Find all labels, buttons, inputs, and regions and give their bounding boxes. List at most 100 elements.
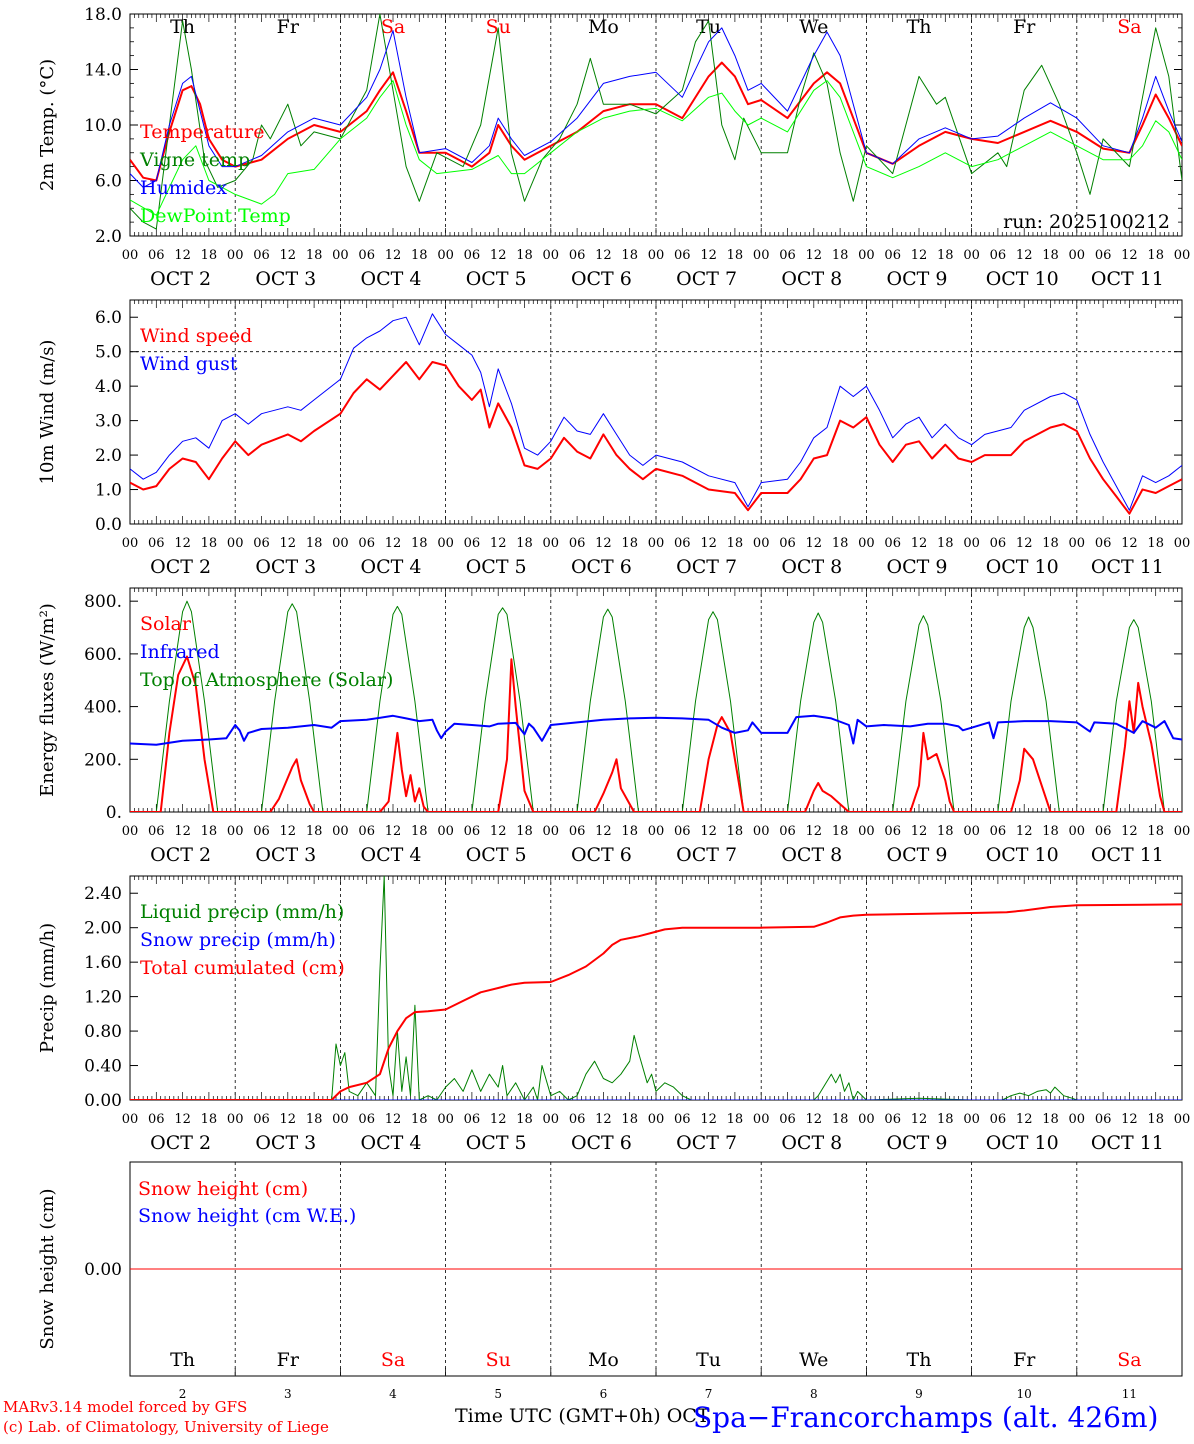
y-tick-label: 2.0	[95, 227, 122, 247]
hour-tick-label: 18	[516, 1112, 533, 1127]
date-label: OCT 8	[781, 1132, 842, 1154]
hour-tick-label: 18	[1147, 824, 1164, 839]
legend-entry: Temperature	[140, 121, 264, 143]
y-tick-label: 14.0	[84, 61, 122, 81]
y-tick-label: 6.0	[95, 308, 122, 328]
hour-tick-label: 06	[253, 536, 270, 551]
y-axis-label: 10m Wind (m/s)	[37, 340, 58, 485]
series-line-liquid-precip-mm-h	[130, 876, 1182, 1100]
hour-tick-label: 18	[306, 1112, 323, 1127]
hour-tick-label: 00	[543, 824, 560, 839]
hour-tick-label: 12	[280, 1112, 297, 1127]
y-tick-label: 0.00	[84, 1091, 122, 1111]
y-tick-label: 2.40	[84, 884, 122, 904]
hour-tick-label: 18	[201, 1112, 218, 1127]
day-name-label: Su	[486, 1349, 511, 1371]
date-label: OCT 7	[676, 556, 737, 578]
day-number-label: 7	[705, 1387, 713, 1401]
hour-tick-label: 18	[727, 536, 744, 551]
hour-tick-label: 12	[385, 824, 402, 839]
hour-tick-label: 18	[201, 536, 218, 551]
hour-tick-label: 18	[306, 248, 323, 263]
y-tick-label: 0.	[106, 803, 122, 823]
series-line-top-of-atmosphere-solar	[130, 600, 1182, 812]
date-label: OCT 7	[676, 1132, 737, 1154]
hour-tick-label: 00	[227, 824, 244, 839]
hour-tick-label: 06	[464, 248, 481, 263]
panel-5: 0.00 Snow height (cm) Th Fr Sa Su Mo Tu We Th Fr Sa…	[37, 1161, 1183, 1401]
series-line-wind-speed	[130, 361, 1182, 515]
hour-tick-label: 06	[779, 248, 796, 263]
day-name-label: Fr	[277, 16, 300, 38]
hour-tick-label: 18	[1042, 824, 1059, 839]
y-tick-label: 0.00	[84, 1260, 122, 1280]
hour-tick-label: 06	[674, 824, 691, 839]
panel-2: 0.0 1.0 2.0 3.0 4.0 5.0 6.0 10m Wind (m/s) 00 06 1…	[37, 299, 1190, 578]
hour-tick-label: 00	[437, 824, 454, 839]
hour-tick-label: 12	[700, 1112, 717, 1127]
date-label: OCT 11	[1091, 556, 1164, 578]
date-label: OCT 3	[255, 556, 316, 578]
hour-tick-label: 00	[543, 536, 560, 551]
panel-3: 0. 200. 400. 600. 800. Energy fluxes (W/m²) 00…	[37, 587, 1190, 866]
hour-tick-label: 00	[648, 1112, 665, 1127]
y-axis-label: Snow height (cm)	[37, 1188, 58, 1349]
legend-entry: Wind gust	[140, 353, 238, 375]
panel-frame	[129, 299, 1183, 525]
hour-tick-label: 00	[227, 248, 244, 263]
hour-tick-label: 12	[490, 536, 507, 551]
date-label: OCT 9	[887, 1132, 948, 1154]
hour-tick-label: 12	[490, 248, 507, 263]
hour-tick-label: 00	[1069, 536, 1086, 551]
day-name-label: Sa	[381, 16, 405, 38]
hour-tick-label: 00	[122, 536, 139, 551]
hour-tick-label: 06	[1095, 536, 1112, 551]
y-tick-label: 1.60	[84, 953, 122, 973]
hour-tick-label: 00	[332, 824, 349, 839]
hour-tick-label: 06	[884, 1112, 901, 1127]
hour-tick-label: 06	[674, 536, 691, 551]
hour-tick-label: 12	[595, 1112, 612, 1127]
hour-tick-label: 12	[595, 248, 612, 263]
hour-tick-label: 18	[1147, 248, 1164, 263]
series-line-humidex	[130, 27, 1182, 188]
legend-entry: Snow height (cm)	[138, 1178, 308, 1200]
hour-tick-label: 18	[937, 536, 954, 551]
day-name-label: We	[799, 1349, 828, 1371]
y-tick-label: 0.80	[84, 1022, 122, 1042]
hour-tick-label: 06	[148, 536, 165, 551]
hour-tick-label: 00	[332, 1112, 349, 1127]
hour-tick-label: 18	[411, 536, 428, 551]
model-credit-line-1: MARv3.14 model forced by GFS	[3, 1398, 248, 1416]
day-name-label: Th	[170, 16, 195, 38]
hour-tick-label: 06	[358, 248, 375, 263]
hour-tick-label: 12	[174, 536, 191, 551]
hour-tick-label: 06	[1095, 248, 1112, 263]
hour-tick-label: 00	[648, 824, 665, 839]
hour-tick-label: 06	[990, 1112, 1007, 1127]
hour-tick-label: 18	[1042, 1112, 1059, 1127]
date-label: OCT 11	[1091, 268, 1164, 290]
date-label: OCT 3	[255, 844, 316, 866]
hour-tick-label: 12	[806, 1112, 823, 1127]
hour-tick-label: 06	[253, 248, 270, 263]
date-label: OCT 6	[571, 844, 632, 866]
hour-tick-label: 06	[358, 1112, 375, 1127]
hour-tick-label: 06	[990, 248, 1007, 263]
hour-tick-label: 06	[779, 1112, 796, 1127]
legend-entry: Snow precip (mm/h)	[140, 929, 336, 951]
hour-tick-label: 00	[753, 1112, 770, 1127]
hour-tick-label: 00	[648, 248, 665, 263]
hour-tick-label: 18	[937, 824, 954, 839]
date-label: OCT 5	[466, 556, 527, 578]
hour-tick-label: 18	[306, 824, 323, 839]
day-name-label: Fr	[1013, 1349, 1036, 1371]
hour-tick-label: 18	[1042, 536, 1059, 551]
day-number-label: 6	[600, 1387, 608, 1401]
y-tick-label: 18.0	[84, 5, 122, 25]
series-line-wind-gust	[130, 313, 1182, 511]
hour-tick-label: 06	[884, 824, 901, 839]
hour-tick-label: 00	[122, 1112, 139, 1127]
legend-entry: Total cumulated (cm)	[140, 957, 345, 979]
